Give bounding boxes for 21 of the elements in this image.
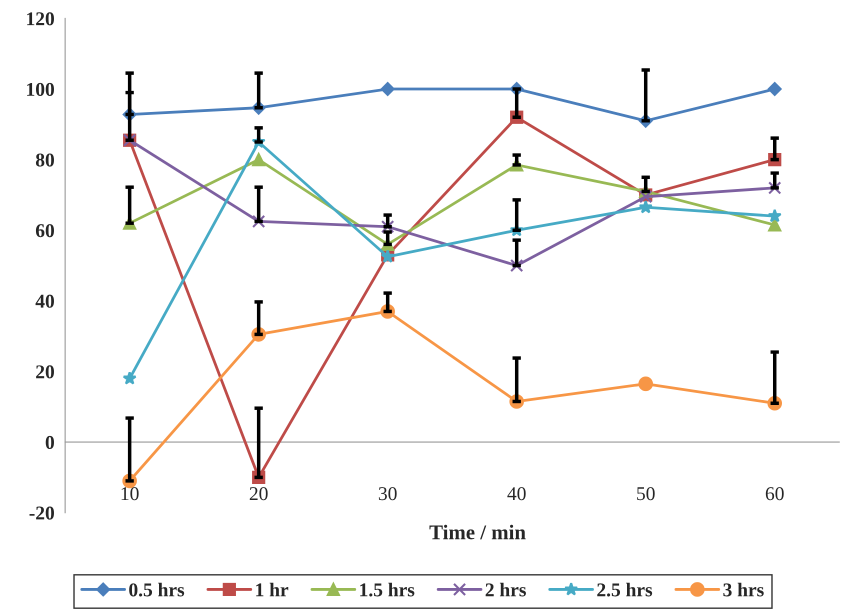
y-tick-label: 0 [46,436,54,450]
legend-label: 1 hr [256,582,288,596]
legend-label: 2 hrs [486,582,526,596]
y-tick-label: 40 [36,294,54,308]
x-tick-label: 60 [766,487,784,500]
legend-label: 2.5 hrs [597,582,652,597]
x-tick-label: 50 [637,487,655,500]
x-tick-label: 20 [250,487,268,500]
x-tick-label: 30 [378,487,397,500]
legend-label: 1.5 hrs [360,582,414,597]
x-tick-label: 10 [122,487,139,500]
y-tick-label: 20 [36,365,54,378]
y-tick-label: 100 [27,82,54,96]
x-tick-label: 40 [507,487,526,500]
y-tick-label: -20 [30,506,54,520]
y-tick-label: 60 [36,224,54,238]
y-tick-label: 80 [36,153,54,167]
x-axis-title: Time / min [429,524,526,540]
legend-label: 0.5 hrs [129,582,184,597]
y-tick-label: 120 [27,12,54,26]
legend-label: 3 hrs [723,582,764,596]
